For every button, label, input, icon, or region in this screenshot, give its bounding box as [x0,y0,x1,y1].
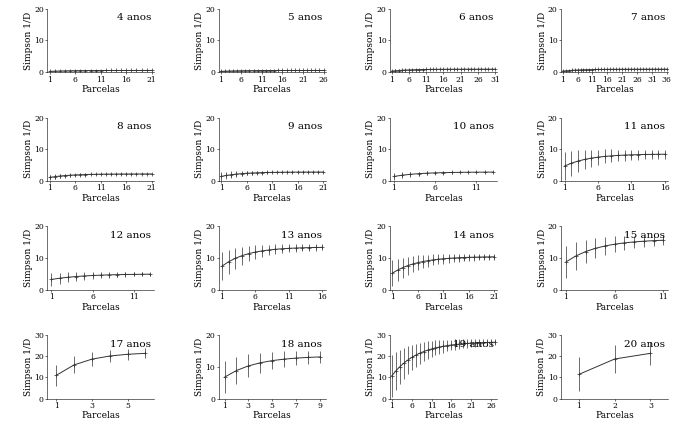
Y-axis label: Simpson 1/D: Simpson 1/D [367,11,375,70]
Text: 17 anos: 17 anos [110,340,151,349]
Y-axis label: Simpson 1/D: Simpson 1/D [537,229,547,287]
X-axis label: Parcelas: Parcelas [252,303,292,311]
Y-axis label: Simpson 1/D: Simpson 1/D [195,120,204,178]
Text: 19 anos: 19 anos [453,340,493,349]
Y-axis label: Simpson 1/D: Simpson 1/D [367,120,375,178]
X-axis label: Parcelas: Parcelas [424,303,463,311]
Y-axis label: Simpson 1/D: Simpson 1/D [24,11,32,70]
Text: 8 anos: 8 anos [117,122,151,131]
Text: 7 anos: 7 anos [630,13,665,22]
X-axis label: Parcelas: Parcelas [595,194,634,203]
Text: 5 anos: 5 anos [288,13,323,22]
X-axis label: Parcelas: Parcelas [82,411,120,420]
Text: 10 anos: 10 anos [453,122,493,131]
X-axis label: Parcelas: Parcelas [595,303,634,311]
X-axis label: Parcelas: Parcelas [595,411,634,420]
Text: 14 anos: 14 anos [453,231,493,240]
Text: 6 anos: 6 anos [460,13,493,22]
Y-axis label: Simpson 1/D: Simpson 1/D [24,338,32,396]
Text: 18 anos: 18 anos [281,340,323,349]
X-axis label: Parcelas: Parcelas [595,85,634,94]
X-axis label: Parcelas: Parcelas [252,411,292,420]
Text: 9 anos: 9 anos [288,122,323,131]
Text: 11 anos: 11 anos [624,122,665,131]
Y-axis label: Simpson 1/D: Simpson 1/D [537,338,547,396]
X-axis label: Parcelas: Parcelas [424,411,463,420]
Text: 15 anos: 15 anos [624,231,665,240]
X-axis label: Parcelas: Parcelas [424,194,463,203]
X-axis label: Parcelas: Parcelas [82,194,120,203]
Y-axis label: Simpson 1/D: Simpson 1/D [24,120,32,178]
X-axis label: Parcelas: Parcelas [424,85,463,94]
Y-axis label: Simpson 1/D: Simpson 1/D [367,229,375,287]
Y-axis label: Simpson 1/D: Simpson 1/D [195,338,204,396]
Y-axis label: Simpson 1/D: Simpson 1/D [537,120,547,178]
Y-axis label: Simpson 1/D: Simpson 1/D [195,11,204,70]
Y-axis label: Simpson 1/D: Simpson 1/D [366,338,375,396]
Y-axis label: Simpson 1/D: Simpson 1/D [24,229,32,287]
Text: 4 anos: 4 anos [117,13,151,22]
Text: 20 anos: 20 anos [624,340,665,349]
X-axis label: Parcelas: Parcelas [82,85,120,94]
X-axis label: Parcelas: Parcelas [82,303,120,311]
Text: 13 anos: 13 anos [281,231,323,240]
X-axis label: Parcelas: Parcelas [252,194,292,203]
X-axis label: Parcelas: Parcelas [252,85,292,94]
Y-axis label: Simpson 1/D: Simpson 1/D [537,11,547,70]
Text: 12 anos: 12 anos [110,231,151,240]
Y-axis label: Simpson 1/D: Simpson 1/D [195,229,204,287]
